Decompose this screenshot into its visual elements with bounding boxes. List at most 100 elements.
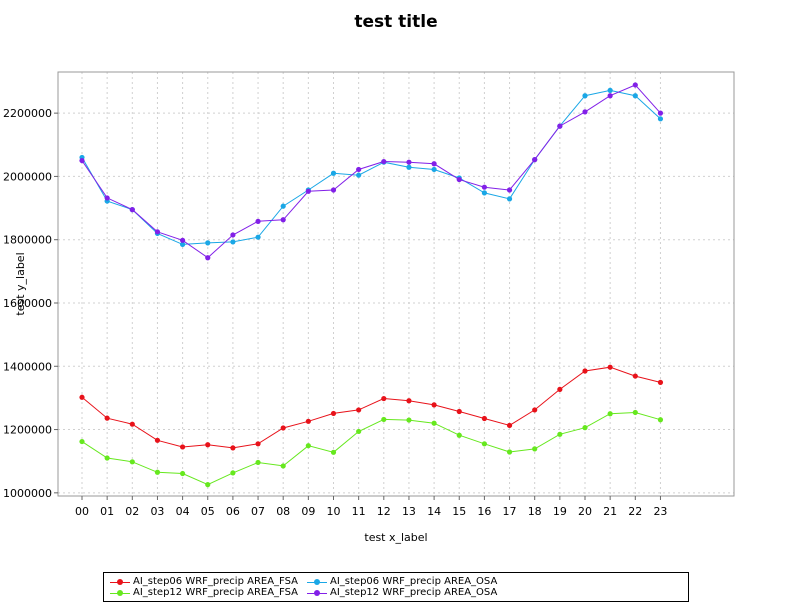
data-point (330, 187, 337, 193)
x-tick-label: 08 (276, 505, 290, 518)
legend-label: AI_step06 WRF_precip AREA_FSA (133, 576, 299, 587)
data-point (330, 449, 337, 455)
data-point (154, 229, 161, 235)
series-line-1 (81, 411, 661, 486)
x-tick-label: 20 (578, 505, 592, 518)
data-point (557, 386, 563, 392)
data-point (632, 93, 638, 99)
series-group (79, 82, 664, 488)
data-point (431, 402, 437, 408)
x-tick-label: 16 (477, 505, 491, 518)
x-tick-label: 09 (301, 505, 315, 518)
data-point (255, 459, 261, 466)
data-point (506, 422, 513, 429)
data-point (607, 93, 613, 99)
data-point (356, 428, 362, 435)
data-point (280, 217, 286, 223)
y-tick-label: 1800000 (3, 234, 52, 247)
data-point (255, 218, 261, 224)
data-point (582, 425, 588, 431)
legend-swatch (110, 577, 130, 587)
x-tick-label: 02 (125, 505, 139, 518)
data-point (230, 445, 236, 451)
data-point (255, 441, 261, 447)
data-point (406, 417, 412, 423)
x-tick-label: 22 (628, 505, 642, 518)
data-point (456, 432, 462, 438)
data-point (381, 416, 387, 423)
legend-swatch (307, 577, 327, 587)
legend-item-osa-step12: AI_step12 WRF_precip AREA_OSA (307, 587, 497, 600)
x-tick-label: 01 (100, 505, 114, 518)
data-point (657, 417, 664, 423)
x-tick-label: 19 (553, 505, 567, 518)
grid (58, 72, 734, 496)
data-point (154, 437, 161, 443)
data-point (205, 442, 211, 448)
data-point (230, 470, 236, 476)
data-point (205, 255, 211, 261)
legend-item-osa-step06: AI_step06 WRF_precip AREA_OSA (307, 576, 497, 589)
y-tick-label: 1600000 (3, 297, 52, 310)
data-point (406, 164, 412, 170)
y-axis-label: test y_label (14, 252, 27, 315)
data-point (456, 176, 462, 183)
data-point (657, 379, 664, 386)
data-point (205, 240, 211, 246)
data-point (431, 166, 437, 173)
data-point (607, 364, 613, 370)
legend-label: AI_step06 WRF_precip AREA_OSA (330, 576, 498, 587)
data-point (381, 395, 387, 402)
data-point (280, 425, 286, 431)
x-tick-label: 00 (75, 505, 89, 518)
x-tick-label: 12 (377, 505, 391, 518)
x-tick-label: 23 (653, 505, 667, 518)
data-point (506, 449, 513, 455)
x-tick-label: 04 (176, 505, 190, 518)
data-point (154, 469, 161, 475)
data-point (180, 444, 186, 450)
data-point (280, 463, 286, 469)
x-tick-label: 05 (201, 505, 215, 518)
legend-item-fsa-step06: AI_step06 WRF_precip AREA_FSA (110, 576, 298, 589)
data-point (180, 241, 186, 248)
data-point (230, 239, 236, 245)
data-point (532, 407, 538, 413)
data-point (557, 431, 563, 437)
data-point (657, 116, 664, 122)
data-point (305, 188, 311, 194)
data-point (280, 203, 286, 209)
x-axis-label: test x_label (364, 531, 427, 544)
data-point (330, 410, 337, 417)
series-line-2 (81, 89, 661, 245)
x-tick-label: 11 (352, 505, 366, 518)
data-point (431, 161, 437, 167)
y-tick-label: 1400000 (3, 360, 52, 373)
data-point (431, 420, 437, 426)
x-tick-label: 14 (427, 505, 441, 518)
x-tick-label: 21 (603, 505, 617, 518)
data-point (104, 455, 110, 461)
data-point (129, 207, 135, 213)
x-tick-label: 03 (150, 505, 164, 518)
legend-item-fsa-step12: AI_step12 WRF_precip AREA_FSA (110, 587, 298, 600)
data-point (230, 232, 236, 238)
x-tick-label: 15 (452, 505, 466, 518)
series-line-0 (81, 366, 661, 449)
legend-label: AI_step12 WRF_precip AREA_FSA (133, 587, 299, 598)
data-point (657, 110, 664, 116)
data-point (406, 159, 412, 165)
x-tick-label: 17 (503, 505, 517, 518)
y-tick-label: 1200000 (3, 424, 52, 437)
data-point (481, 415, 487, 422)
legend-swatch (307, 588, 327, 598)
data-point (79, 157, 85, 164)
data-point (557, 123, 563, 129)
data-point (406, 398, 412, 404)
data-point (129, 459, 135, 465)
data-point (255, 234, 261, 240)
data-point (632, 82, 638, 88)
data-point (104, 415, 110, 421)
data-point (582, 368, 588, 374)
